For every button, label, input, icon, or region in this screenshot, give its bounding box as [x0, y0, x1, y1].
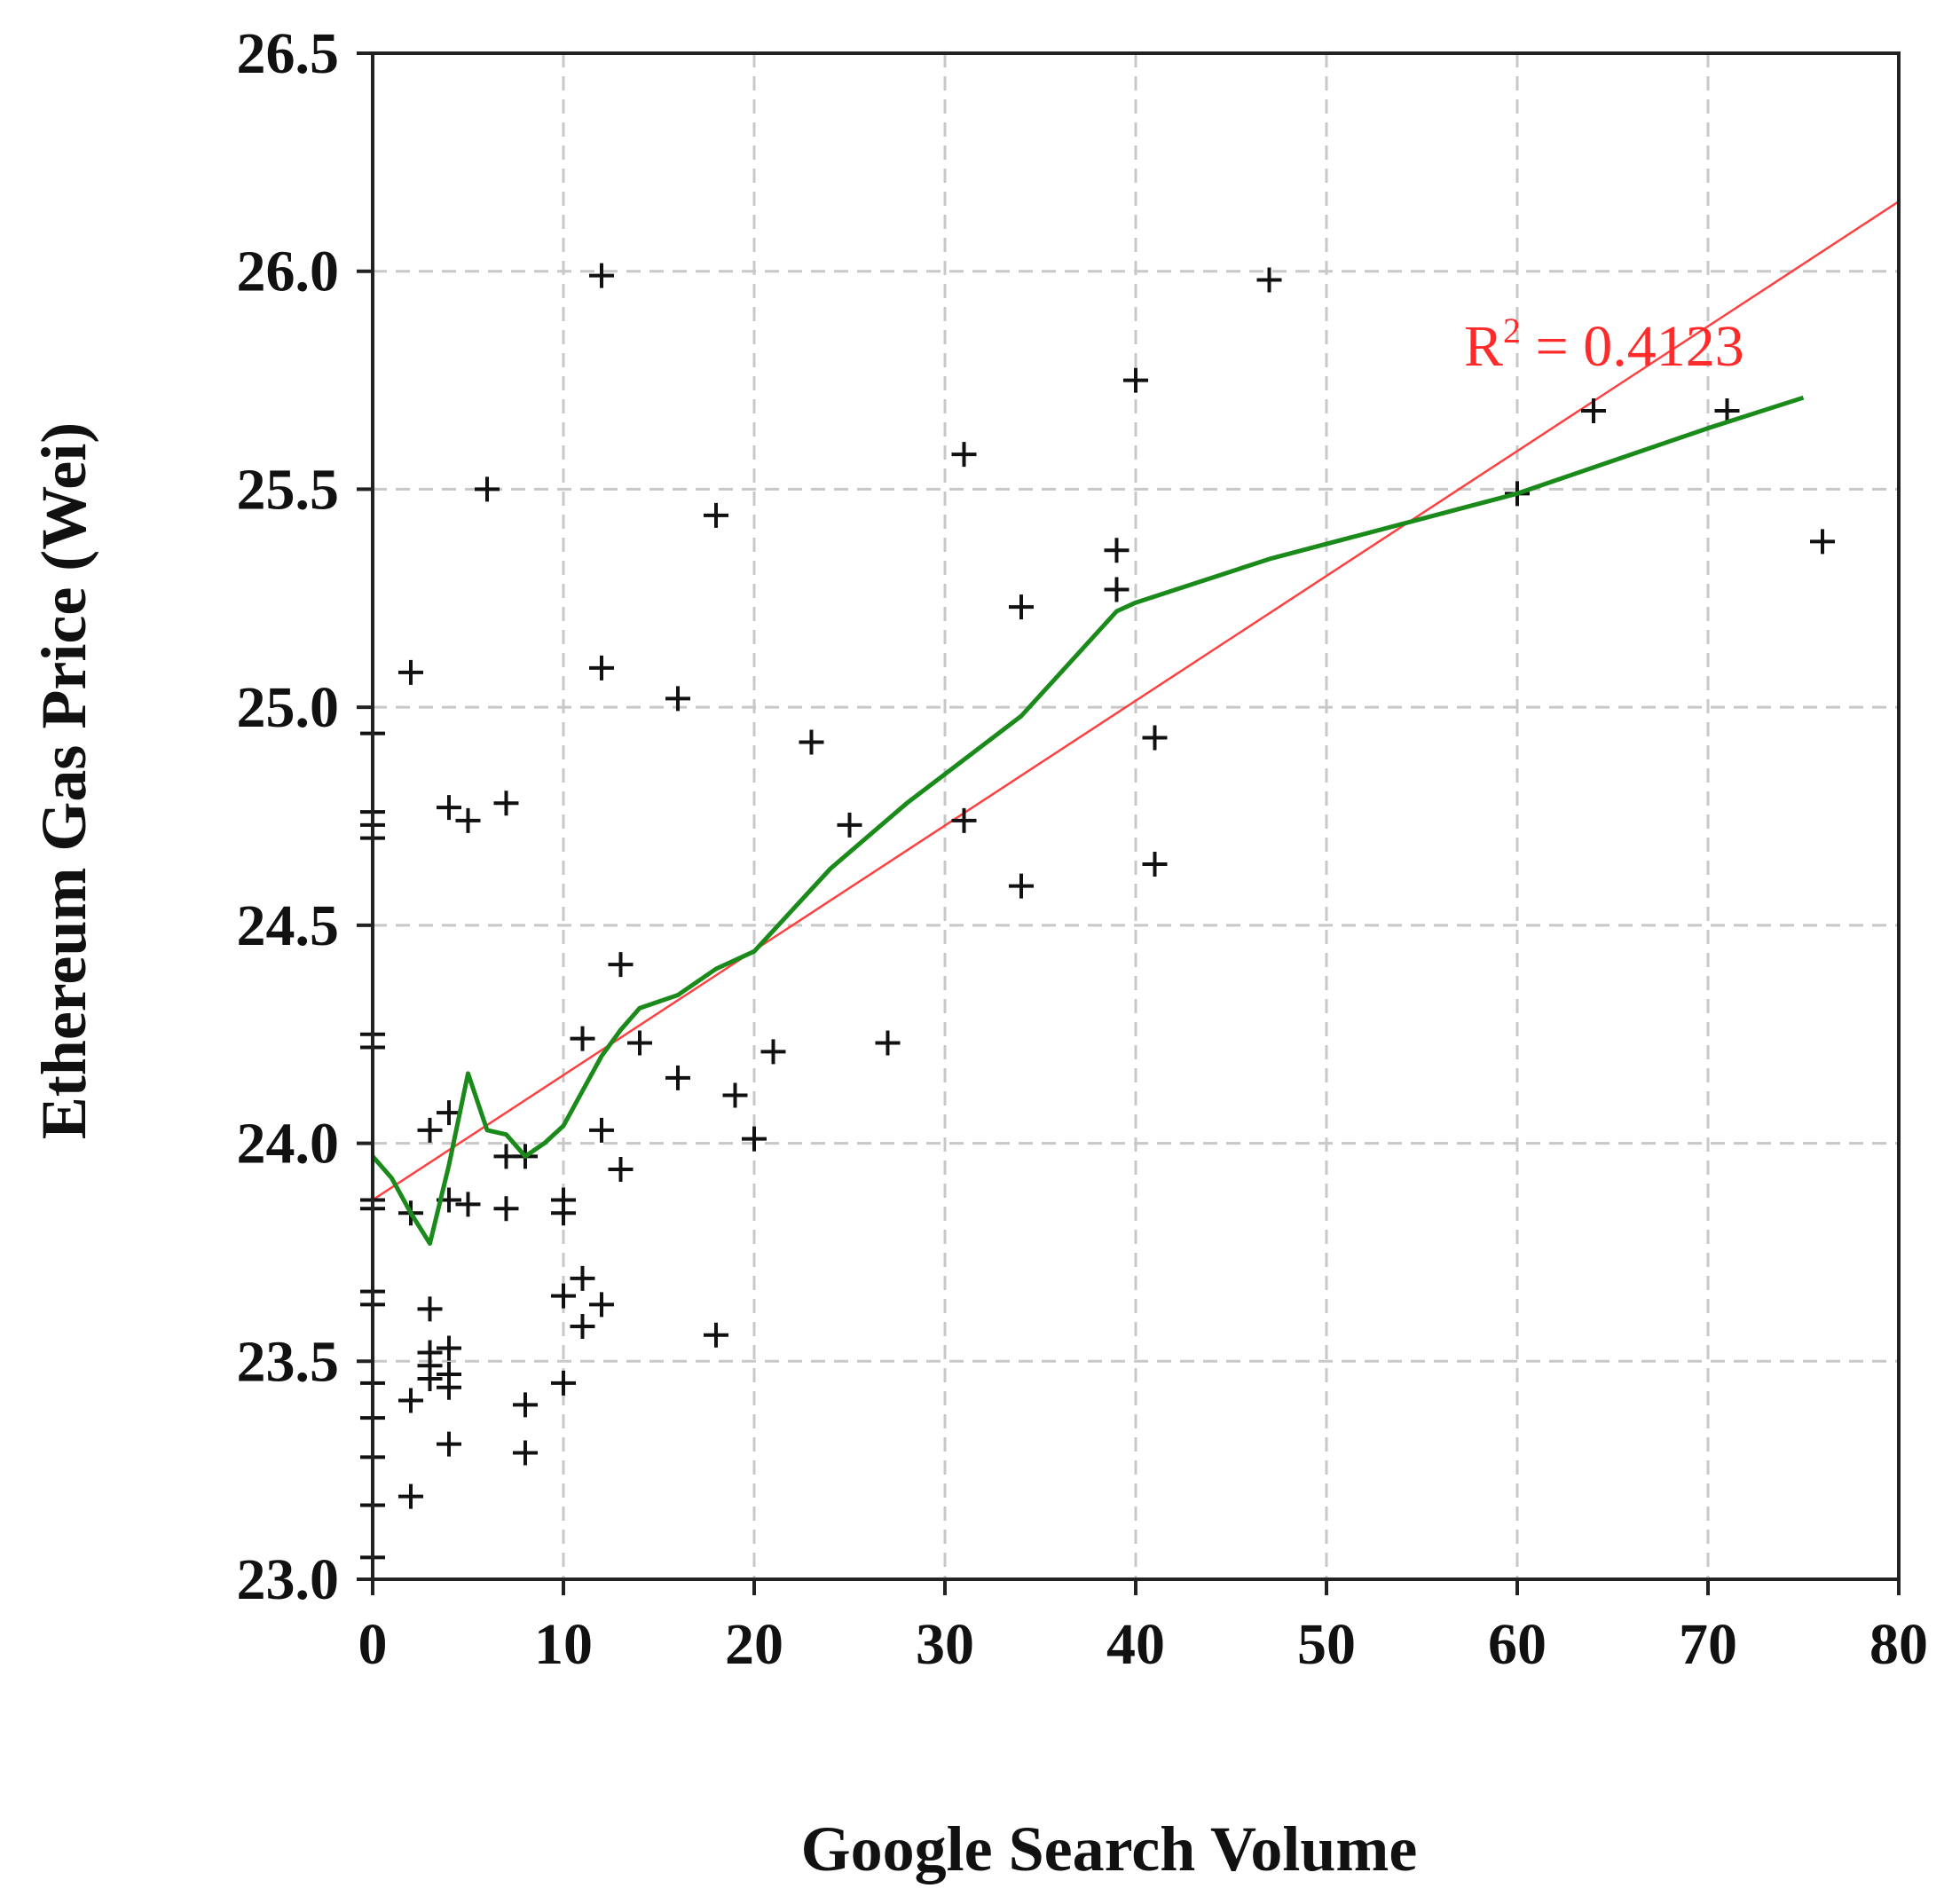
data-point [398, 1483, 423, 1509]
data-point [665, 1065, 690, 1090]
data-point [704, 1322, 728, 1348]
data-point [551, 1200, 576, 1226]
data-point [475, 476, 500, 502]
data-point [589, 655, 614, 681]
data-point [570, 1026, 595, 1051]
data-point [551, 1370, 576, 1396]
data-point [513, 1392, 538, 1418]
grid-layer [373, 53, 1899, 1579]
data-point [589, 1117, 614, 1143]
data-point [437, 1335, 461, 1361]
tick-layer: 0 10 20 30 40 50 60 70 80 23.0 23.5 24.0 24.5 25.0 25.… [237, 21, 1929, 1677]
r-squared-annotation: R2 = 0.4123 [1464, 311, 1744, 379]
x-tick-label: 10 [534, 1612, 593, 1677]
data-point [722, 1082, 748, 1108]
data-point [493, 1196, 519, 1222]
trend-layer [372, 201, 1900, 1201]
data-point [570, 1313, 595, 1339]
points-layer [360, 263, 1835, 1570]
x-tick-label: 0 [358, 1612, 388, 1677]
data-point [437, 795, 461, 821]
data-point [608, 1157, 634, 1183]
smooth-layer [371, 395, 1805, 1247]
x-tick-label: 70 [1679, 1612, 1737, 1677]
y-tick-label: 23.5 [237, 1329, 340, 1394]
data-point [1714, 397, 1740, 423]
data-point [627, 1030, 652, 1056]
data-point [704, 502, 728, 528]
data-point [875, 1030, 901, 1056]
data-point [742, 1126, 767, 1152]
smooth-line [371, 395, 1805, 1247]
data-point [1104, 577, 1129, 602]
data-point [1256, 267, 1282, 293]
data-point [608, 952, 634, 978]
y-tick-label: 25.5 [237, 457, 340, 522]
data-point [1104, 538, 1129, 563]
x-tick-label: 60 [1488, 1612, 1547, 1677]
data-point [398, 659, 423, 685]
data-point [1810, 529, 1835, 555]
x-tick-label: 30 [916, 1612, 974, 1677]
data-point [589, 263, 614, 288]
data-point [417, 1117, 443, 1143]
data-point [665, 686, 690, 712]
y-tick-label: 25.0 [237, 675, 340, 740]
data-point [570, 1265, 595, 1291]
data-point [951, 807, 977, 833]
data-point [455, 807, 481, 833]
y-tick-label: 24.5 [237, 893, 340, 958]
data-point [1009, 873, 1034, 899]
x-tick-label: 40 [1106, 1612, 1165, 1677]
data-point [799, 729, 824, 755]
y-axis-title: Ethereum Gas Price (Wei) [28, 422, 99, 1139]
x-axis-title: Google Search Volume [801, 1814, 1418, 1884]
data-point [398, 1388, 423, 1413]
data-point [951, 442, 977, 468]
y-tick-label: 24.0 [237, 1112, 340, 1176]
data-point [437, 1374, 461, 1400]
data-point [437, 1431, 461, 1457]
y-tick-label: 23.0 [237, 1547, 340, 1612]
data-point [589, 1292, 614, 1318]
data-point [493, 791, 519, 816]
data-point [417, 1365, 443, 1391]
data-point [1123, 367, 1148, 393]
y-tick-label: 26.5 [237, 21, 340, 86]
data-point [1142, 852, 1168, 877]
x-tick-label: 50 [1297, 1612, 1356, 1677]
data-point [551, 1283, 576, 1309]
data-point [513, 1440, 538, 1466]
data-point [437, 1100, 461, 1126]
data-point [1142, 725, 1168, 751]
data-point [417, 1296, 443, 1322]
data-point [760, 1039, 786, 1065]
data-point [1581, 397, 1606, 423]
y-tick-label: 26.0 [237, 240, 340, 304]
data-point [837, 812, 862, 838]
trend-line [372, 201, 1900, 1201]
x-tick-label: 20 [725, 1612, 783, 1677]
data-point [455, 1192, 481, 1217]
data-point [1009, 594, 1034, 620]
x-tick-label: 80 [1869, 1612, 1928, 1677]
